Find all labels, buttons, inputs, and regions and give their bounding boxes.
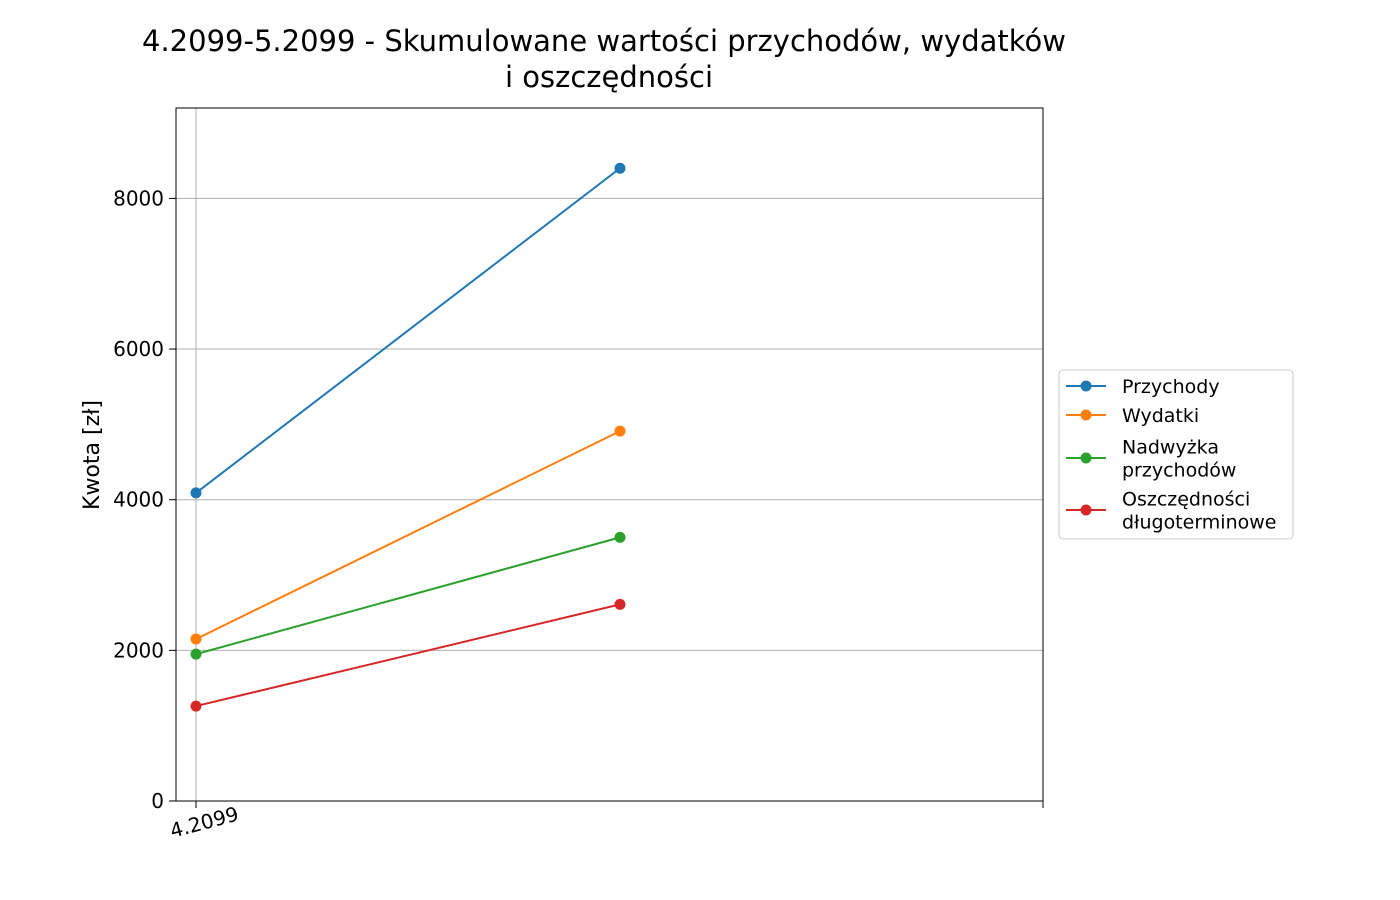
legend-marker xyxy=(1080,380,1092,392)
data-point xyxy=(614,598,626,610)
data-point xyxy=(190,487,202,499)
legend-entry-label: Wydatki xyxy=(1122,405,1199,427)
y-tick-label: 2000 xyxy=(113,638,164,662)
legend: Przychody Wydatki Nadwyżka przychodów Oszczę… xyxy=(1058,369,1294,540)
series-line xyxy=(195,430,621,640)
y-axis-label: Kwota [zł] xyxy=(80,400,105,510)
data-point xyxy=(614,425,626,437)
legend-entry-label: Nadwyżka przychodów xyxy=(1122,437,1236,482)
series-line xyxy=(195,603,621,708)
plot-frame xyxy=(175,107,1044,802)
chart-title-line2: i oszczędności xyxy=(505,60,713,94)
y-tick-label: 4000 xyxy=(113,488,164,512)
grid xyxy=(176,108,1043,801)
series-line xyxy=(195,167,621,494)
legend-entry-label: Oszczędności długoterminowe xyxy=(1122,489,1277,534)
data-point xyxy=(190,648,202,660)
plot-series xyxy=(190,162,626,712)
y-tick-label: 8000 xyxy=(113,186,164,210)
data-point xyxy=(614,162,626,174)
legend-marker xyxy=(1080,504,1092,516)
chart-title: 4.2099-5.2099 - Skumulowane wartości prz… xyxy=(142,24,1066,58)
series-line xyxy=(195,536,621,656)
legend-marker xyxy=(1080,409,1092,421)
y-tick-label: 0 xyxy=(151,789,164,813)
legend-box xyxy=(1058,369,1294,540)
data-point xyxy=(190,633,202,645)
legend-entry-label: Przychody xyxy=(1122,376,1220,398)
data-point xyxy=(614,531,626,543)
y-tick-label: 6000 xyxy=(113,337,164,361)
legend-marker xyxy=(1080,452,1092,464)
data-point xyxy=(190,700,202,712)
